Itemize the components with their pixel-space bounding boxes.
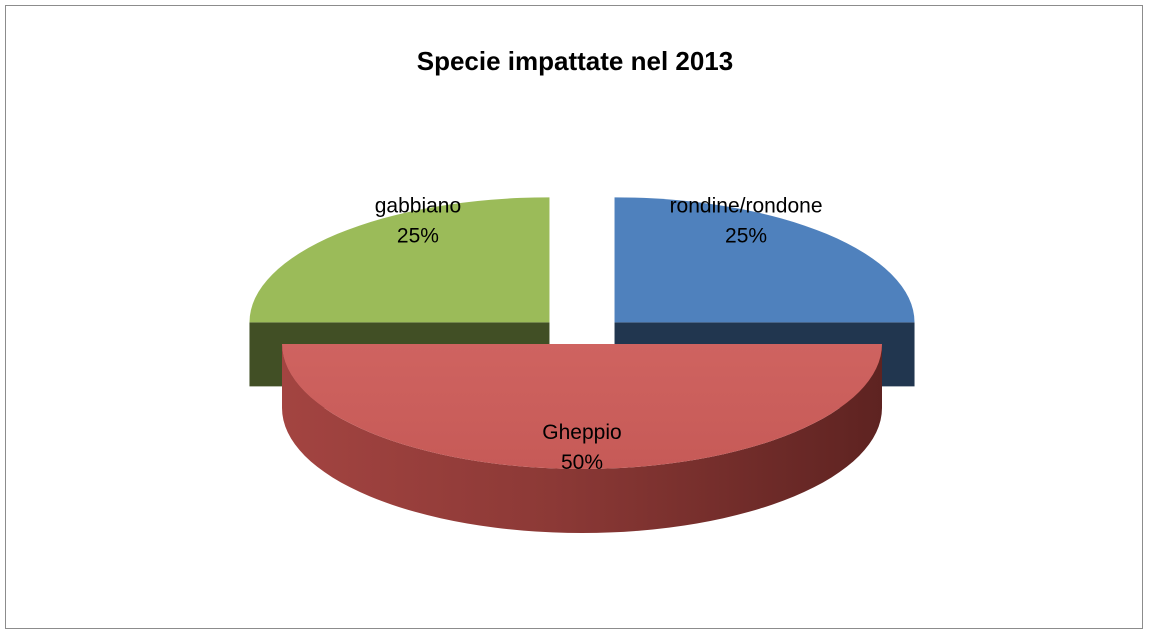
slice-label-2: gabbiano [375,195,461,218]
chart-frame: Specie impattate nel 2013 rondine/rondon… [5,5,1143,629]
slice-pct-label-2: 25% [397,225,439,248]
pie-slice-top-1 [282,344,882,469]
chart-title: Specie impattate nel 2013 [416,46,734,76]
slice-pct-label-0: 25% [725,225,767,248]
slice-pct-label-1: 50% [561,451,603,474]
pie-slice-side-1 [282,344,882,533]
pie-chart: rondine/rondone 25% Gheppio 50% gabbiano 25% [249,195,915,533]
slice-label-1: Gheppio [542,421,621,444]
pie-slice-top-2 [249,197,550,323]
slice-label-0: rondine/rondone [670,195,823,218]
pie-slice-top-0 [614,197,915,323]
pie-slice-1 [282,344,882,533]
